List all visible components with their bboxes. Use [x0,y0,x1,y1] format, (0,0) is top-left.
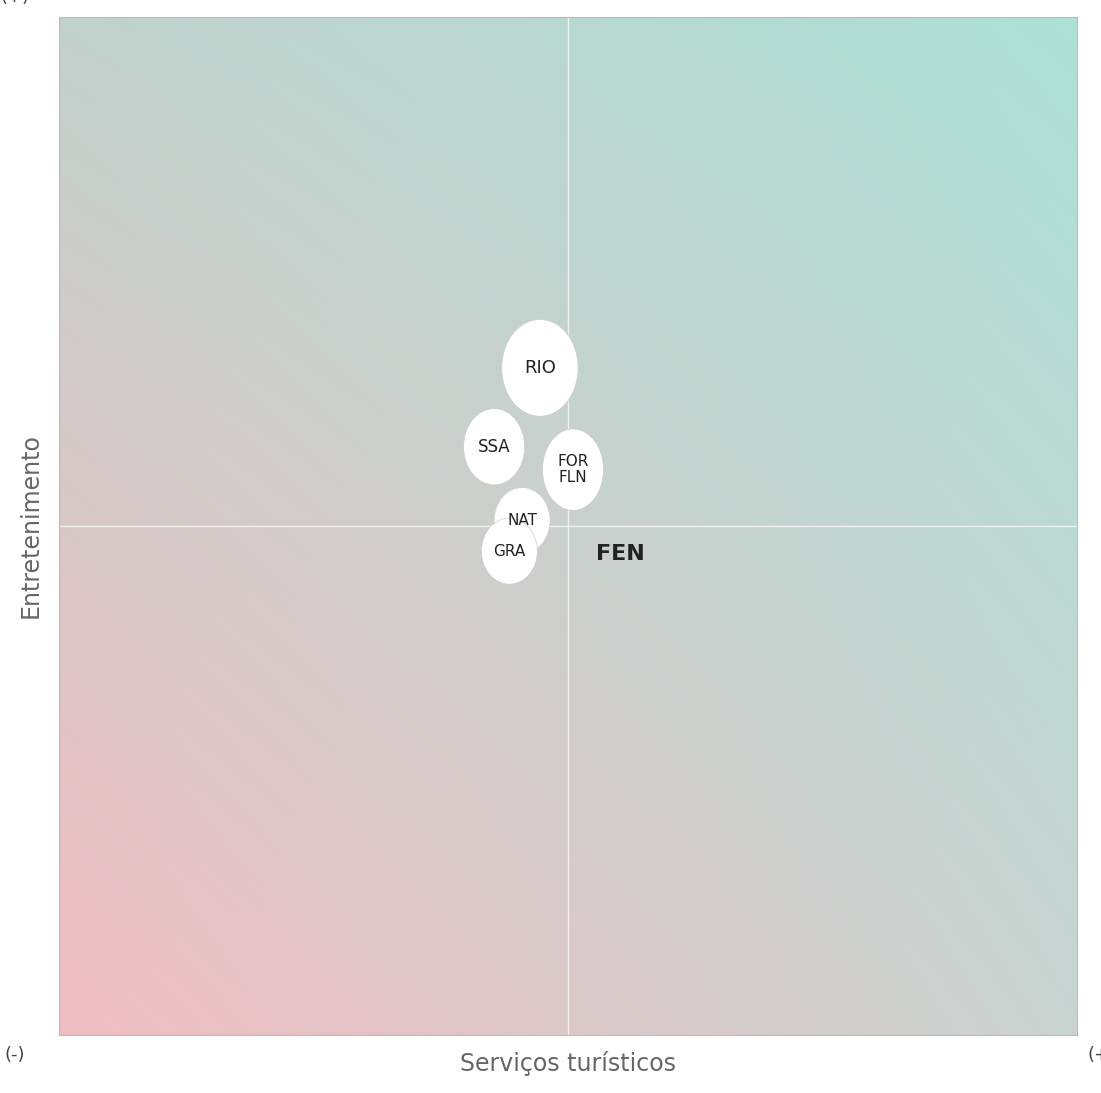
Ellipse shape [502,319,578,416]
Ellipse shape [481,518,537,584]
Text: GRA: GRA [493,543,525,559]
Y-axis label: Entretenimento: Entretenimento [19,433,42,619]
Text: (-): (-) [4,1046,25,1063]
X-axis label: Serviços turísticos: Serviços turísticos [460,1051,676,1077]
Ellipse shape [494,487,550,554]
Text: NAT: NAT [508,513,537,528]
Ellipse shape [464,409,525,485]
Ellipse shape [543,428,603,510]
Text: (+): (+) [1088,1046,1101,1063]
Text: RIO: RIO [524,359,556,377]
Text: (+): (+) [0,0,30,5]
Text: FEN: FEN [596,543,645,564]
Text: SSA: SSA [478,438,511,456]
Text: FOR
FLN: FOR FLN [557,454,589,485]
